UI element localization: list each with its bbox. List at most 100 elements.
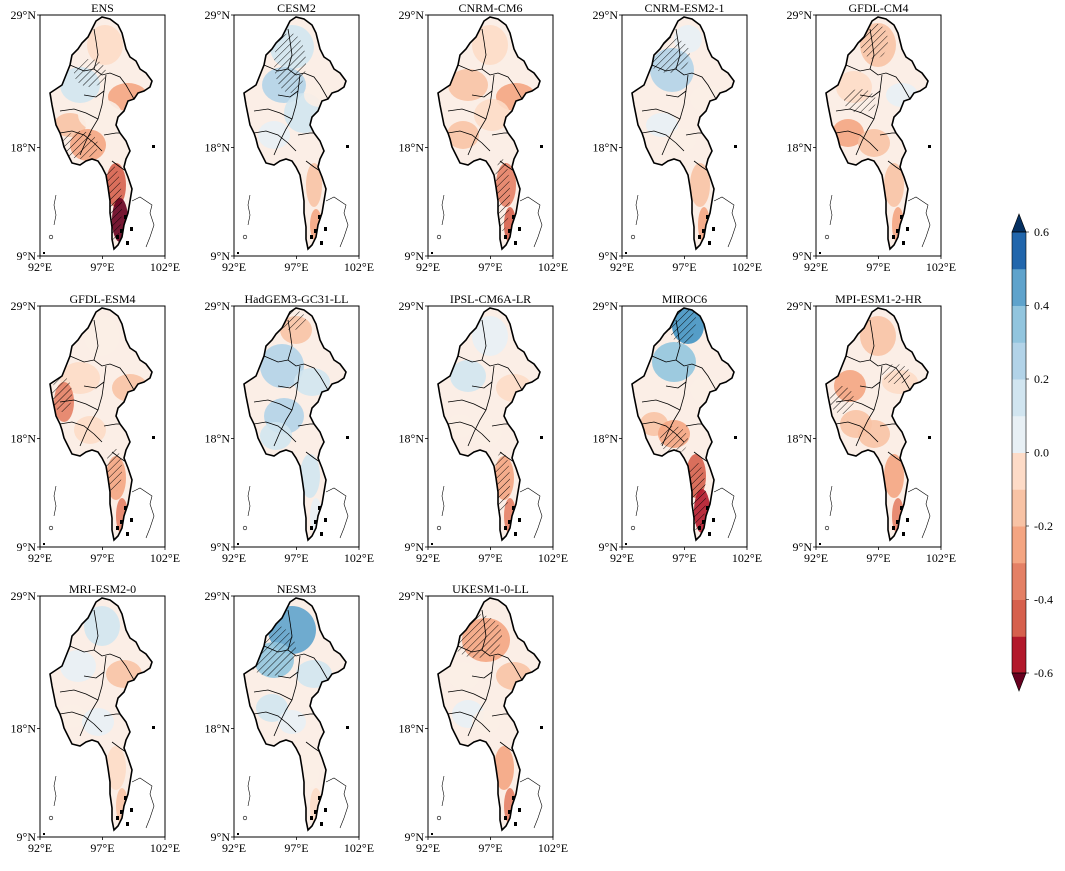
island: [708, 241, 711, 245]
panel-title: CNRM-CM6: [458, 1, 522, 15]
anomaly-field: [244, 308, 346, 540]
lon-tick-label: 102°E: [150, 260, 180, 274]
anomaly-field: [438, 17, 540, 249]
andaman-islands: [635, 485, 639, 517]
map-panel: UKESM1-0-LL 29°N 18°N 9°N92°E 97°E 102°E: [399, 582, 569, 855]
state-boundary: [641, 421, 685, 443]
colorbar-bin: [1012, 636, 1026, 674]
island: [906, 227, 909, 231]
island: [237, 833, 239, 835]
state-boundary: [675, 319, 681, 361]
island: [320, 822, 323, 826]
lat-tick-label: 18°N: [11, 432, 37, 446]
island: [514, 532, 517, 536]
colorbar: 0.6 0.4 0.2 0.0 -0.2 -0.4 -0.6: [1011, 213, 1053, 692]
panel-title: CESM2: [277, 1, 316, 15]
field-region: [300, 744, 320, 788]
panel-title: MPI-ESM1-2-HR: [835, 292, 922, 306]
field-region: [690, 85, 726, 113]
neighbour-coast: [519, 777, 543, 829]
panel-title: HadGEM3-GC31-LL: [245, 292, 349, 306]
island: [896, 229, 899, 233]
significance-hatch: [52, 376, 72, 412]
neighbour-coast: [325, 777, 349, 829]
field-region: [447, 121, 479, 149]
island: [120, 520, 123, 524]
country-outline: [243, 597, 347, 832]
colorbar-tick-label: -0.2: [1034, 519, 1053, 533]
field-region: [300, 454, 320, 498]
state-boundary: [457, 355, 523, 391]
state-boundary: [641, 399, 681, 411]
state-boundary: [447, 130, 491, 152]
lon-tick-label: 92°E: [416, 260, 440, 274]
state-boundary: [111, 451, 127, 463]
island: [310, 235, 313, 239]
island: [124, 796, 127, 800]
state-boundary: [845, 355, 911, 391]
state-boundary: [83, 90, 105, 98]
island: [346, 436, 349, 439]
lon-tick-label: 102°E: [344, 260, 374, 274]
state-boundary: [69, 645, 135, 681]
island: [892, 526, 895, 530]
lat-tick-label: 29°N: [399, 589, 425, 603]
state-boundary: [471, 90, 493, 98]
lon-tick-label: 102°E: [732, 551, 762, 565]
field-region: [78, 99, 122, 131]
country-outline: [825, 16, 929, 251]
map-panel: CNRM-ESM2-1 29°N 18°N 9°N92°E 97°E 102°E: [593, 1, 763, 274]
lat-tick-label: 29°N: [11, 8, 37, 22]
colorbar-tick-label: 0.6: [1034, 225, 1049, 239]
lon-tick-label: 102°E: [926, 260, 956, 274]
island: [346, 726, 349, 729]
lon-tick-label: 102°E: [926, 551, 956, 565]
lon-tick-label: 97°E: [478, 551, 502, 565]
state-boundary: [253, 399, 293, 411]
state-boundary: [263, 645, 329, 681]
panel-title: NESM3: [277, 582, 316, 596]
island: [431, 252, 433, 254]
field-region: [448, 69, 488, 101]
map-panel: MRI-ESM2-0 29°N 18°N 9°N92°E 97°E 102°E: [11, 582, 181, 855]
state-boundary: [641, 108, 681, 120]
island: [431, 833, 433, 835]
lat-tick-label: 18°N: [399, 432, 425, 446]
state-boundary: [491, 713, 508, 717]
field-region: [82, 708, 114, 736]
state-boundary: [887, 451, 903, 463]
field-region: [472, 710, 500, 734]
significance-hatch: [668, 308, 696, 344]
island: [48, 525, 54, 531]
andaman-islands: [247, 775, 251, 807]
lat-tick-label: 29°N: [399, 299, 425, 313]
island: [126, 241, 129, 245]
lat-tick-label: 29°N: [205, 589, 231, 603]
lat-tick-label: 29°N: [11, 299, 37, 313]
lon-tick-label: 102°E: [344, 841, 374, 855]
island: [126, 532, 129, 536]
lon-tick-label: 92°E: [416, 551, 440, 565]
state-boundary: [305, 160, 321, 172]
panel-title: UKESM1-0-LL: [452, 582, 529, 596]
island: [310, 816, 313, 820]
map-panel: GFDL-ESM4 29°N 18°N 9°N92°E 97°E 102°E: [11, 292, 181, 565]
island: [504, 816, 507, 820]
field-region: [448, 662, 480, 690]
field-region: [474, 99, 510, 131]
island: [902, 532, 905, 536]
field-region: [472, 25, 508, 65]
island: [324, 808, 327, 812]
panel-title: GFDL-CM4: [848, 1, 908, 15]
lat-tick-label: 9°N: [17, 830, 37, 844]
island: [152, 145, 155, 148]
lon-tick-label: 92°E: [222, 551, 246, 565]
lon-tick-label: 97°E: [672, 260, 696, 274]
state-boundary: [499, 451, 515, 463]
lon-tick-label: 92°E: [28, 841, 52, 855]
colorbar-tick-label: -0.6: [1034, 666, 1053, 680]
island: [512, 506, 515, 510]
significance-hatch: [882, 364, 910, 384]
lat-tick-label: 9°N: [211, 249, 231, 263]
